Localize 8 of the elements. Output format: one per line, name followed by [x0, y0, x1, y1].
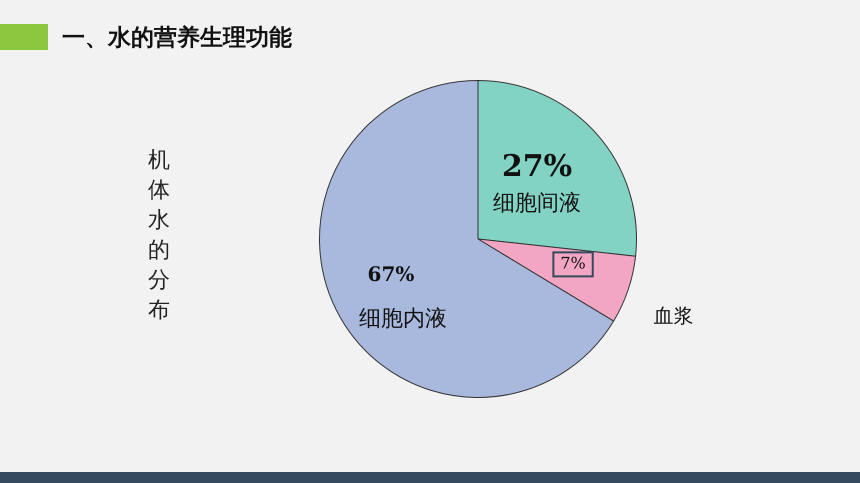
slice-label: 血浆 [654, 303, 694, 328]
slice-label: 细胞内液 [358, 306, 447, 332]
data-label: 7% [560, 254, 586, 273]
data-label: 27% [502, 148, 572, 184]
slice-label: 细胞间液 [493, 190, 582, 216]
chart-title: 一、水的营养生理功能 [62, 24, 292, 53]
text: 机体水的分布 [147, 147, 171, 325]
data-label: 67% [368, 262, 414, 286]
